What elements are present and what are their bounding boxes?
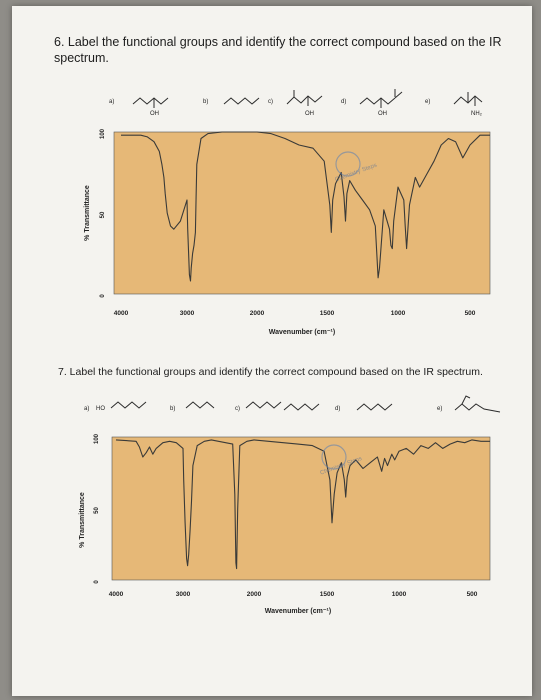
question-6-title: 6. Label the functional groups and ident… <box>54 35 502 65</box>
chart2-ylabel: % Transmittance <box>79 492 86 548</box>
chart2-xtick-label: 3000 <box>176 591 191 598</box>
chart1-xtick-label: 2000 <box>250 310 265 317</box>
chart2-xtick-label: 2000 <box>247 591 262 598</box>
chart1-ytick-label: 50 <box>100 211 106 218</box>
q6-option-c-letter: c) <box>268 99 273 105</box>
chart1-ylabel: % Transmittance <box>84 185 91 241</box>
q7-option-b-letter: b) <box>170 406 175 412</box>
chart2-ytick-label: 0 <box>94 580 100 584</box>
chart2-plot-area <box>111 436 491 581</box>
q6-option-b-letter: b) <box>203 99 208 105</box>
q7-option-d-letter: d) <box>335 406 340 412</box>
q6-option-c-group: OH <box>305 111 314 117</box>
chart2-xtick-label: 1500 <box>320 591 335 598</box>
q6-option-labels: a) OH b) c) OH d) OH e) NH₂ <box>109 99 483 117</box>
chart1-xtick-label: 3000 <box>180 310 195 317</box>
q6-option-e-letter: e) <box>425 99 430 105</box>
chart2-xtick-label: 1000 <box>392 591 407 598</box>
chart2-xtick-label: 4000 <box>109 591 124 598</box>
chart2-xtick-label: 500 <box>467 591 478 598</box>
chart2-xlabel: Wavenumber (cm⁻¹) <box>265 608 331 615</box>
q7-option-a-group: HO <box>96 406 105 412</box>
q6-option-e-group: NH₂ <box>471 111 483 117</box>
q6-option-d-group: OH <box>378 111 387 117</box>
chart1-plot-area <box>113 131 491 295</box>
q6-option-a-group: OH <box>150 111 159 117</box>
q6-option-a-letter: a) <box>109 99 114 105</box>
chart1-xlabel: Wavenumber (cm⁻¹) <box>269 329 335 336</box>
q6-option-d-letter: d) <box>341 99 346 105</box>
chart2-series-line <box>115 439 490 570</box>
q7-option-a-letter: a) <box>84 406 89 412</box>
q7-option-c-letter: c) <box>235 406 240 412</box>
q7-structures <box>110 395 501 413</box>
chart2-ytick-label: 50 <box>94 507 100 514</box>
q7-option-labels: a) HO b) c) d) e) <box>84 406 442 412</box>
worksheet-page <box>12 6 532 696</box>
chart1-xtick-label: 500 <box>465 310 476 317</box>
chart1-ytick-label: 100 <box>100 128 106 139</box>
chart1-xtick-label: 4000 <box>114 310 129 317</box>
q6-structures <box>132 89 483 108</box>
question-7-title: 7. Label the functional groups and ident… <box>58 366 483 378</box>
chart2-ytick-label: 100 <box>94 433 100 444</box>
q7-option-e-letter: e) <box>437 406 442 412</box>
chart1-ytick-label: 0 <box>100 294 106 298</box>
chart1-xtick-label: 1000 <box>391 310 406 317</box>
chart1-xtick-label: 1500 <box>320 310 335 317</box>
chart1-series-line <box>121 131 490 282</box>
